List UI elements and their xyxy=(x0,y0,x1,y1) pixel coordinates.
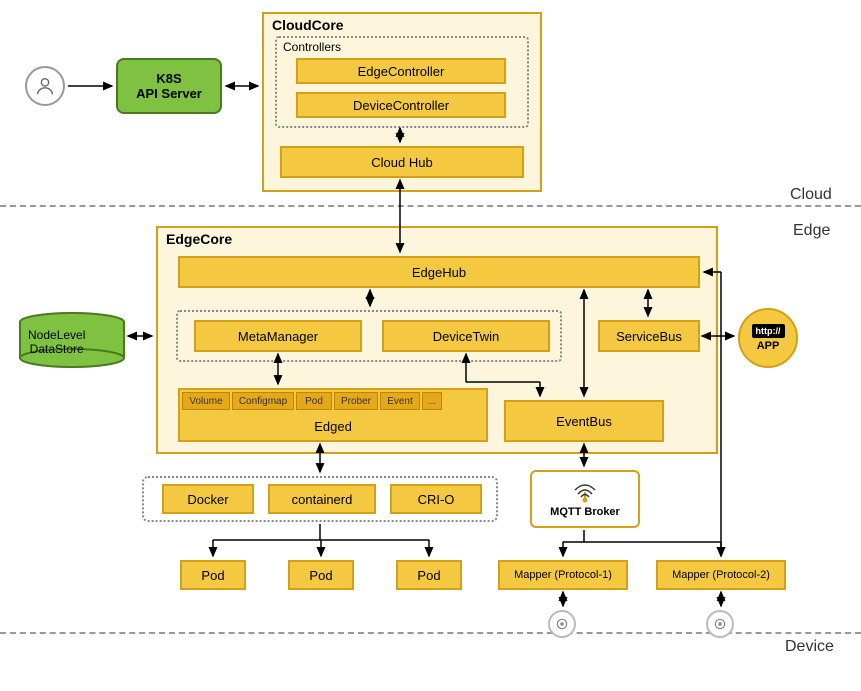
connectors xyxy=(0,0,861,691)
